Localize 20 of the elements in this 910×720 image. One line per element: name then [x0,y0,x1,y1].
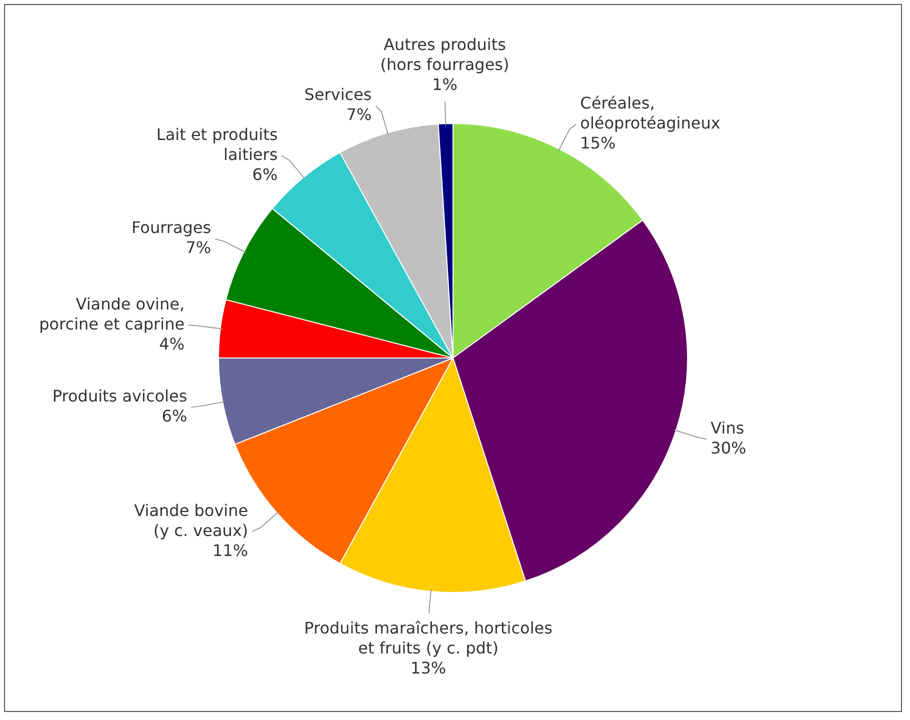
data-label: 30% [710,438,746,458]
slice-label: Céréales, oléoprotéagineux [580,93,720,132]
data-label: 7% [186,238,212,257]
slice-label: Lait et produits laitiers [156,124,278,164]
slice-label: Autres produits (hors fourrages) [380,34,510,74]
data-label: 13% [410,658,446,678]
slice-label: Viande bovine (y c. veaux) [134,500,248,540]
data-label: 6% [162,406,188,426]
data-label: 7% [346,105,372,124]
data-label: 11% [212,540,248,560]
slice-label: Services [304,85,372,104]
slice-label: Produits maraîchers, horticoles et fruits (y c. pdt) [304,618,552,658]
data-label: 4% [159,334,185,354]
data-label: 6% [252,164,278,184]
slice-label: Viande ovine, porcine et caprine [39,294,185,334]
data-label: 15% [580,133,616,152]
slice-label: Vins [710,418,744,438]
slice-label: Produits avicoles [52,386,188,406]
data-label: 1% [432,74,458,94]
slice-label: Fourrages [132,218,212,237]
